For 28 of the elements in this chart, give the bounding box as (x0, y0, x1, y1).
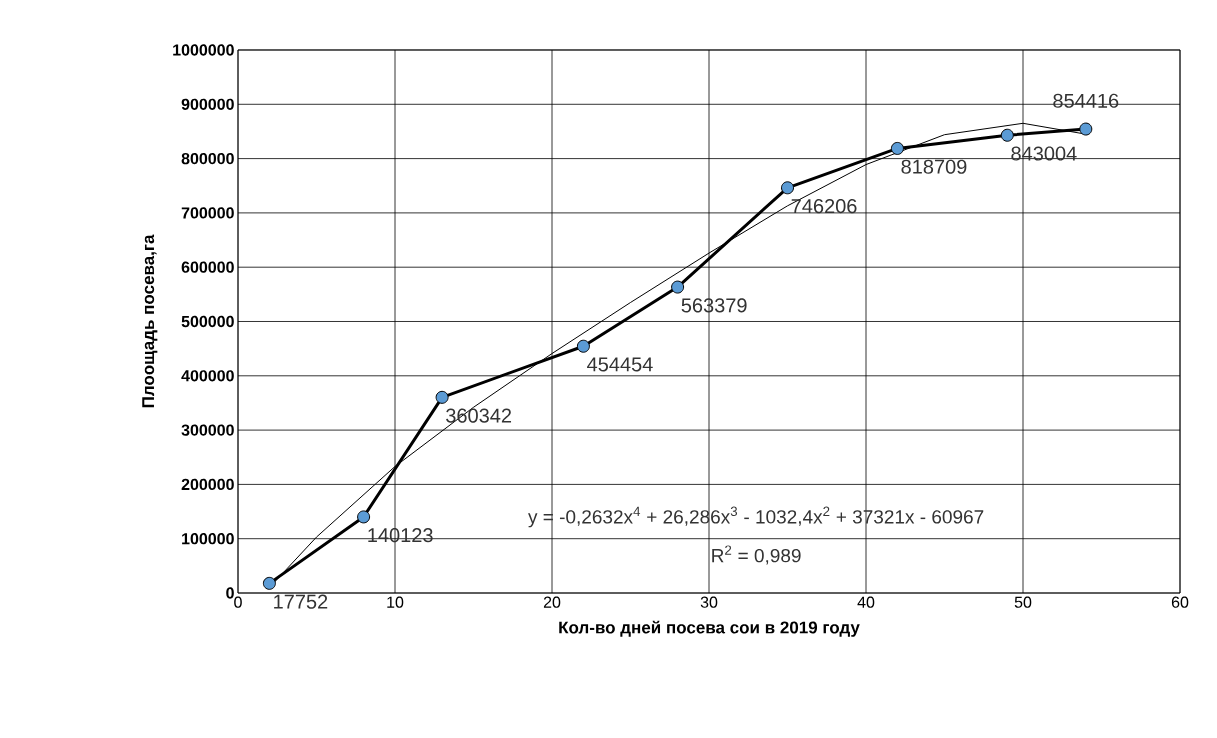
y-tick-label: 400000 (181, 370, 234, 382)
y-tick-label: 1000000 (173, 44, 234, 56)
data-label: 17752 (274, 594, 328, 609)
data-label: 746206 (791, 199, 857, 214)
y-axis-title: Плоощадь посева,га (142, 234, 158, 408)
x-tick-label: 60 (1171, 596, 1189, 608)
data-label: 563379 (681, 298, 747, 313)
x-tick-label: 10 (387, 596, 404, 608)
x-tick-label: 50 (1014, 596, 1032, 608)
data-label: 843004 (1011, 146, 1077, 161)
y-tick-label: 0 (226, 587, 234, 599)
annotation: R$^{2}$ = 0,989 (712, 545, 801, 565)
y-tick-label: 900000 (181, 98, 234, 110)
y-tick-label: 500000 (181, 315, 234, 328)
x-tick-label: 20 (543, 596, 561, 608)
x-axis-title: Кол-во дней посева сои в 2019 году (559, 620, 860, 637)
y-tick-label: 800000 (181, 152, 234, 165)
x-tick-label: 40 (857, 596, 875, 608)
annotation: y = -0,2632x$^{4}$ + 26,286x$^{3}$ - 1032,4x$^{2}$ + 37321x - 60967 (528, 506, 984, 528)
data-label: 454454 (587, 357, 653, 372)
x-tick-label: 30 (700, 596, 718, 608)
y-tick-label: 100000 (182, 533, 234, 545)
x-tick-label: 0 (234, 596, 242, 608)
data-label: 818709 (901, 159, 967, 174)
y-tick-label: 600000 (181, 261, 234, 273)
y-tick-label: 300000 (181, 424, 234, 436)
y-tick-label: 200000 (181, 478, 234, 491)
y-tick-label: 700000 (181, 207, 234, 219)
